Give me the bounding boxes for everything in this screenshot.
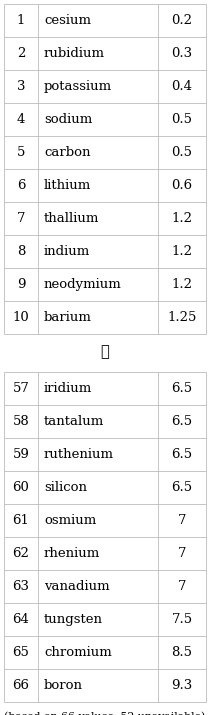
Text: 6.5: 6.5 [171, 481, 193, 494]
Text: 7: 7 [178, 514, 186, 527]
Text: carbon: carbon [44, 146, 91, 159]
Text: 7: 7 [17, 212, 25, 225]
Text: ruthenium: ruthenium [44, 448, 114, 461]
Text: 59: 59 [13, 448, 29, 461]
Text: chromium: chromium [44, 646, 112, 659]
Text: 62: 62 [13, 547, 29, 560]
Text: 0.5: 0.5 [172, 146, 193, 159]
Text: iridium: iridium [44, 382, 92, 395]
Text: indium: indium [44, 245, 90, 258]
Text: 1.2: 1.2 [172, 278, 193, 291]
Text: 8.5: 8.5 [172, 646, 193, 659]
Text: 6.5: 6.5 [171, 382, 193, 395]
Text: rhenium: rhenium [44, 547, 100, 560]
Text: 0.3: 0.3 [171, 47, 193, 60]
Text: 7.5: 7.5 [171, 613, 193, 626]
Text: 9.3: 9.3 [171, 679, 193, 692]
Text: 6.5: 6.5 [171, 415, 193, 428]
Text: neodymium: neodymium [44, 278, 122, 291]
Text: 5: 5 [17, 146, 25, 159]
Text: tantalum: tantalum [44, 415, 104, 428]
Text: vanadium: vanadium [44, 580, 110, 593]
Text: 7: 7 [178, 547, 186, 560]
Text: 58: 58 [13, 415, 29, 428]
Text: (based on 66 values; 52 unavailable): (based on 66 values; 52 unavailable) [4, 712, 206, 715]
Text: 0.6: 0.6 [171, 179, 193, 192]
Text: 7: 7 [178, 580, 186, 593]
Text: lithium: lithium [44, 179, 91, 192]
Text: boron: boron [44, 679, 83, 692]
Text: 4: 4 [17, 113, 25, 126]
Text: 1.25: 1.25 [167, 311, 197, 324]
Text: rubidium: rubidium [44, 47, 105, 60]
Text: 60: 60 [13, 481, 29, 494]
Text: 66: 66 [13, 679, 29, 692]
Text: tungsten: tungsten [44, 613, 103, 626]
Text: 65: 65 [13, 646, 29, 659]
Text: 0.4: 0.4 [172, 80, 193, 93]
Text: 6.5: 6.5 [171, 448, 193, 461]
Text: 2: 2 [17, 47, 25, 60]
Text: sodium: sodium [44, 113, 92, 126]
Text: ⋮: ⋮ [101, 345, 109, 359]
Text: 1: 1 [17, 14, 25, 27]
Text: thallium: thallium [44, 212, 99, 225]
Text: 3: 3 [17, 80, 25, 93]
Text: 1.2: 1.2 [172, 245, 193, 258]
Text: 6: 6 [17, 179, 25, 192]
Text: potassium: potassium [44, 80, 112, 93]
Text: osmium: osmium [44, 514, 96, 527]
Text: 61: 61 [13, 514, 29, 527]
Text: 0.5: 0.5 [172, 113, 193, 126]
Text: silicon: silicon [44, 481, 87, 494]
Text: 63: 63 [13, 580, 29, 593]
Text: 57: 57 [13, 382, 29, 395]
Text: 9: 9 [17, 278, 25, 291]
Text: cesium: cesium [44, 14, 91, 27]
Text: 8: 8 [17, 245, 25, 258]
Text: 10: 10 [13, 311, 29, 324]
Text: 64: 64 [13, 613, 29, 626]
Text: 1.2: 1.2 [172, 212, 193, 225]
Text: 0.2: 0.2 [172, 14, 193, 27]
Text: barium: barium [44, 311, 92, 324]
